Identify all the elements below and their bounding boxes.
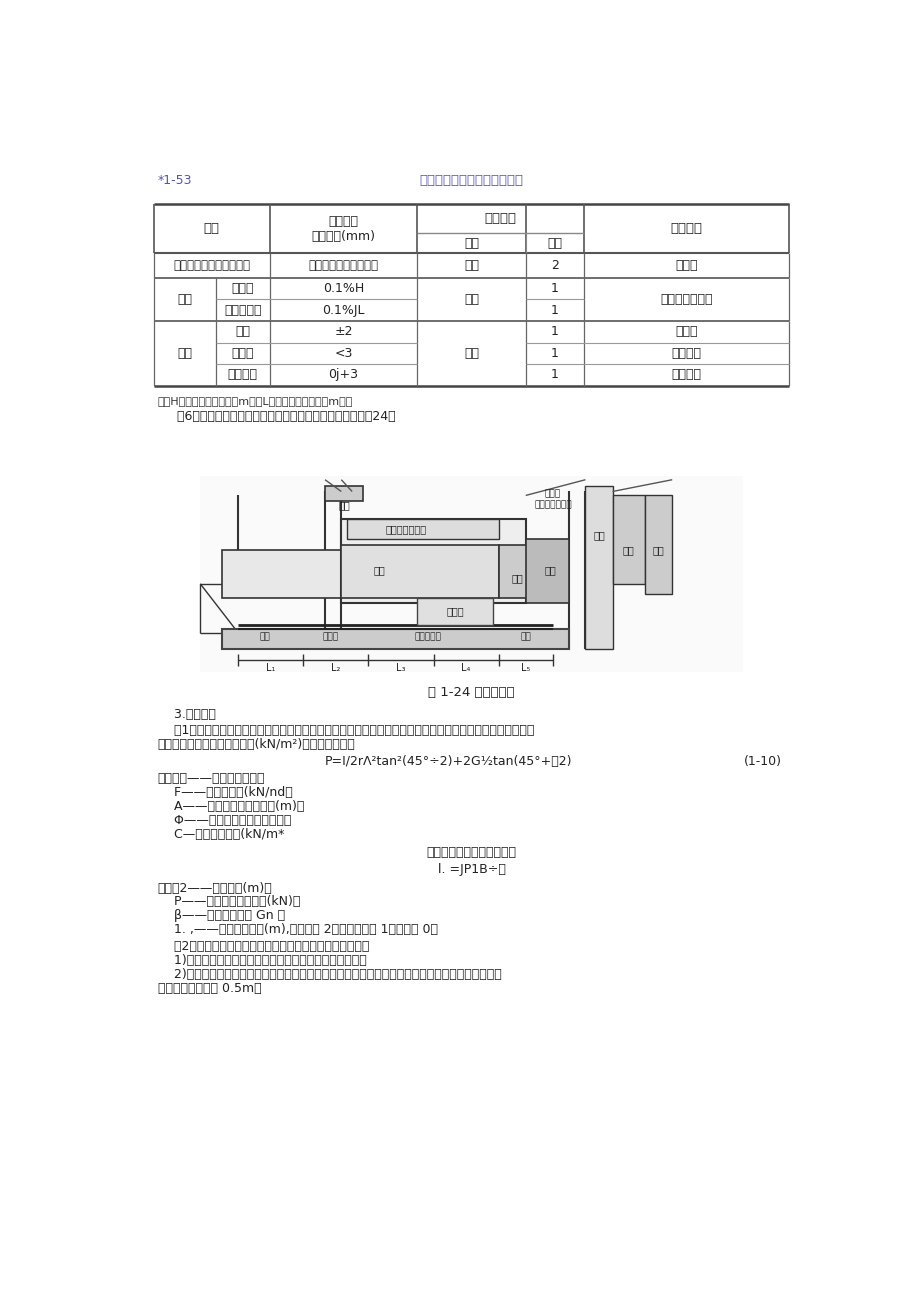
Text: Φ——土壤的内摩擦角（。）？: Φ——土壤的内摩擦角（。）？: [157, 814, 290, 827]
Text: 1: 1: [550, 368, 558, 381]
Text: (1-10): (1-10): [743, 755, 780, 768]
Text: 导轨: 导轨: [177, 346, 192, 359]
Text: （6）工作竖井内的布置：一般工作竖井内的布置参见图『24。: （6）工作竖井内的布置：一般工作竖井内的布置参见图『24。: [162, 410, 396, 423]
Text: 后背: 后背: [177, 293, 192, 306]
Text: 用水准仪: 用水准仪: [671, 368, 701, 381]
Text: 3.后背安装: 3.后背安装: [157, 707, 215, 720]
Text: 1: 1: [550, 326, 558, 339]
Text: 每座: 每座: [463, 293, 479, 306]
Text: <3: <3: [335, 346, 352, 359]
Text: 顶面高程: 顶面高程: [228, 368, 257, 381]
Text: 顶管工作竖井及设备允许偏差: 顶管工作竖井及设备允许偏差: [419, 174, 523, 187]
Text: 楞木: 楞木: [338, 500, 349, 510]
Text: 运土车: 运土车: [446, 607, 463, 616]
Text: 矩形或弧形顶铁: 矩形或弧形顶铁: [385, 523, 426, 534]
Text: 用经纬仪: 用经纬仪: [671, 346, 701, 359]
Bar: [525, 539, 569, 603]
Text: L₂: L₂: [331, 663, 340, 673]
Text: 用垂线与角尺量: 用垂线与角尺量: [660, 293, 712, 306]
Text: 每座: 每座: [463, 346, 479, 359]
Text: L₃: L₃: [396, 663, 405, 673]
Text: 方木: 方木: [622, 546, 634, 556]
Bar: [417, 598, 493, 625]
Text: 不小于施工、设计规定: 不小于施工、设计规定: [308, 259, 379, 272]
Bar: [612, 496, 644, 583]
Text: P——顶管需要的总顶力(kN)；: P——顶管需要的总顶力(kN)；: [157, 896, 300, 909]
Text: ±2: ±2: [334, 326, 353, 339]
Text: （1）核算后背受力宽度，应根据需要的总顶力，使土壁单位宽度内受力不大于土壤的总被动土压力。后背每: （1）核算后背受力宽度，应根据需要的总顶力，使土壁单位宽度内受力不大于土壤的总被…: [157, 724, 533, 737]
Bar: [221, 551, 341, 598]
Text: 工作竖井每侧宽度、长度: 工作竖井每侧宽度、长度: [173, 259, 250, 272]
Text: 中心线: 中心线: [232, 346, 254, 359]
Text: C—土壤的粘聚力(kN/m*: C—土壤的粘聚力(kN/m*: [157, 828, 284, 841]
Bar: [200, 475, 742, 672]
Text: 每座: 每座: [463, 259, 479, 272]
Text: 检验方法: 检验方法: [670, 223, 702, 236]
Text: 式中：2——后背长度(m)；: 式中：2——后背长度(m)；: [157, 881, 272, 894]
Text: 项目: 项目: [204, 223, 220, 236]
Text: β——后背受力宽度 Gn 储: β——后背受力宽度 Gn 储: [157, 909, 285, 922]
Text: A——天然土壁后背的高度(m)；: A——天然土壁后背的高度(m)；: [157, 799, 303, 812]
Bar: [644, 496, 672, 594]
Text: 式中：尸——总被动土压力；: 式中：尸——总被动土压力；: [157, 772, 265, 785]
Text: 1: 1: [550, 283, 558, 296]
Text: 点数: 点数: [547, 237, 562, 250]
Text: *1-53: *1-53: [157, 174, 192, 187]
Text: 管子: 管子: [373, 565, 385, 575]
Text: 壁坊: 壁坊: [260, 633, 270, 642]
Text: L₁: L₁: [266, 663, 275, 673]
Bar: [498, 544, 541, 598]
Text: L₄: L₄: [461, 663, 471, 673]
Text: 用尺量: 用尺量: [675, 259, 697, 272]
Text: 水轨基: 水轨基: [322, 633, 338, 642]
Text: 横铁: 横铁: [520, 633, 530, 642]
Text: 2: 2: [550, 259, 558, 272]
Text: L₅: L₅: [520, 663, 529, 673]
Text: 工作坑底，不小于 0.5m。: 工作坑底，不小于 0.5m。: [157, 982, 261, 995]
Text: 1. ,——附加安全长度(m),沙土可取 2；亚沙土可取 1；粘土取 0。: 1. ,——附加安全长度(m),沙土可取 2；亚沙土可取 1；粘土取 0。: [157, 923, 437, 936]
Text: F——土壤的重度(kN/nd；: F——土壤的重度(kN/nd；: [157, 786, 292, 799]
Text: 顶铁: 顶铁: [511, 573, 523, 583]
Text: 后背长度可采用下式核算：: 后背长度可采用下式核算：: [426, 846, 516, 859]
Text: 内距: 内距: [235, 326, 250, 339]
Text: 混凝土基础: 混凝土基础: [414, 633, 441, 642]
Text: 垂直度: 垂直度: [232, 283, 254, 296]
Text: 立板: 立板: [593, 530, 604, 540]
Bar: [221, 629, 569, 648]
Text: 用尺量: 用尺量: [675, 326, 697, 339]
Text: 0j+3: 0j+3: [328, 368, 358, 381]
Bar: [346, 519, 498, 539]
Text: （2）采用原土作后背时，后背墙的安装应符合下列要求：: （2）采用原土作后背时，后背墙的安装应符合下列要求：: [157, 940, 369, 953]
Bar: [341, 519, 525, 603]
Bar: [584, 486, 612, 648]
Text: 检验频率: 检验频率: [484, 212, 516, 225]
Text: 1)后背土壁应钲修平整，并使壁面与管道顶进方向垂直。: 1)后背土壁应钲修平整，并使壁面与管道顶进方向垂直。: [157, 954, 366, 967]
Text: 钢丝绳
（接起置设备）: 钢丝绳 （接起置设备）: [534, 490, 571, 509]
Text: 1: 1: [550, 346, 558, 359]
Text: 立铁: 立铁: [652, 546, 664, 556]
Text: 水平拐转度: 水平拐转度: [224, 303, 261, 316]
Bar: [341, 544, 498, 598]
Text: 顶镐: 顶镐: [544, 565, 555, 575]
Text: 1: 1: [550, 303, 558, 316]
Bar: [324, 486, 363, 501]
Text: 范围: 范围: [463, 237, 479, 250]
Text: 三 1-24 工作坑断面: 三 1-24 工作坑断面: [427, 686, 515, 699]
Text: l. =JP1B÷乙: l. =JP1B÷乙: [437, 863, 505, 876]
Text: 规定值或
允许偏差(mm): 规定值或 允许偏差(mm): [312, 215, 375, 242]
Text: 米宽度上土壤的总被动土压力(kN/m²)可按下式计算：: 米宽度上土壤的总被动土压力(kN/m²)可按下式计算：: [157, 738, 355, 751]
Text: P=I/2rΛ²tan²(45°÷2)+2G½tan(45°+。2): P=I/2rΛ²tan²(45°÷2)+2G½tan(45°+。2): [324, 755, 572, 768]
Text: 2)后背墙宜采用方木、型钉、钉板等组装，组装后的后背墙应有足够的强度和刚度，其埋深应低于: 2)后背墙宜采用方木、型钉、钉板等组装，组装后的后背墙应有足够的强度和刚度，其埋…: [157, 967, 501, 980]
Text: 0.1%JL: 0.1%JL: [322, 303, 365, 316]
Text: 0.1%H: 0.1%H: [323, 283, 364, 296]
Text: 注：H为后背的垂直高度（m）；L为后背的水平长度（m）。: 注：H为后背的垂直高度（m）；L为后背的水平长度（m）。: [157, 397, 353, 406]
